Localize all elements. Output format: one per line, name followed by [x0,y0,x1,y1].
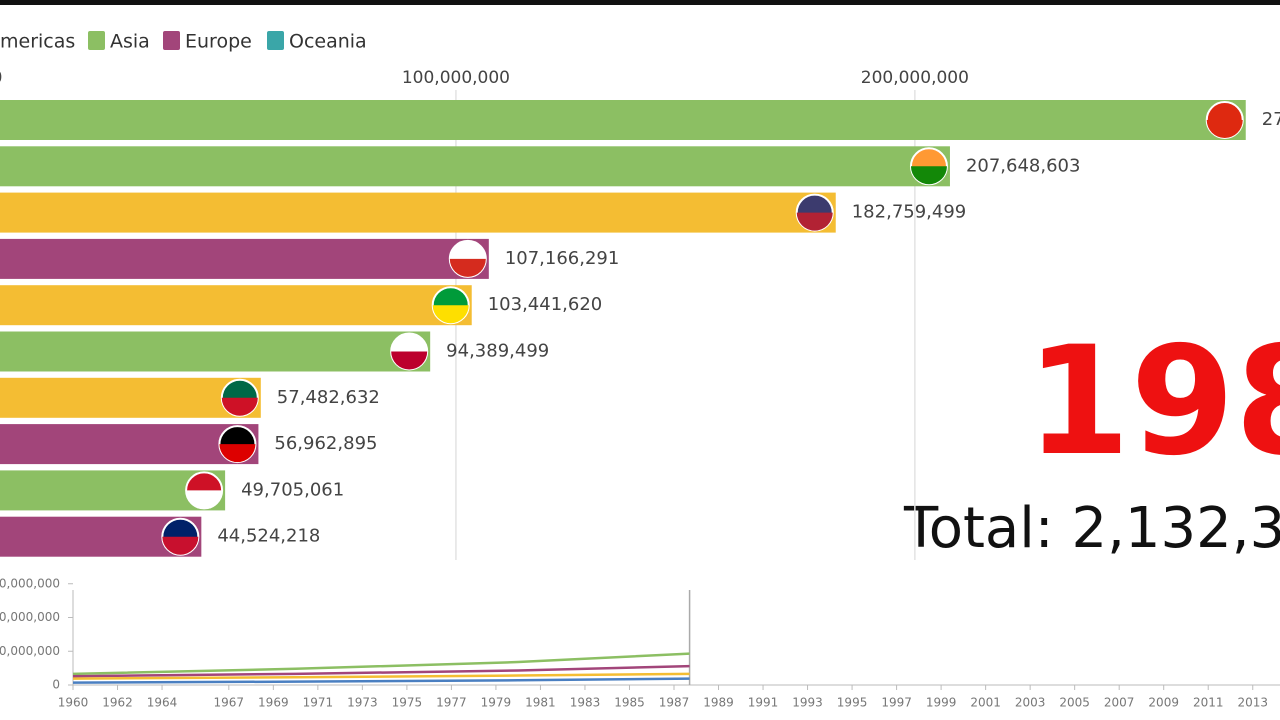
x-tick-label: 2007 [1104,696,1135,710]
series-line [72,672,690,680]
x-tick-label: 1983 [570,696,601,710]
x-tick-label: 1991 [748,696,779,710]
y-tick-label: 00,000,000 [0,576,60,590]
x-tick-label: 1981 [525,696,556,710]
x-tick-label: 1995 [837,696,868,710]
value-label: 207,648,603 [966,155,1081,176]
top-strip [0,0,1280,5]
x-tick-label: 1967 [214,696,245,710]
x-tick-label: 1962 [102,696,133,710]
x-tick-label: 1964 [147,696,178,710]
x-tick-label: 200,000,000 [861,68,969,88]
bar [0,331,431,372]
flag [796,212,833,231]
bar [0,238,489,279]
flag [219,444,256,463]
value-label: 27 [1262,109,1280,130]
x-tick-label: 1971 [303,696,334,710]
flag [221,397,258,416]
x-tick-label: 1979 [481,696,512,710]
series-line [72,677,690,684]
x-tick-label: 1977 [436,696,467,710]
y-tick-label: 0 [52,678,60,692]
x-tick-label: 2001 [970,696,1001,710]
bar [0,424,259,465]
x-tick-label: 100,000,000 [402,68,510,88]
bar [0,192,836,233]
year-label: 198 [1026,315,1280,489]
x-tick-label: 1973 [347,696,378,710]
value-label: 94,389,499 [446,341,549,362]
flag [432,305,469,324]
x-tick-label: 0 [0,68,2,88]
legend-swatch [88,31,105,50]
legend-label: Europe [185,31,252,53]
series-line [72,664,690,678]
x-tick-label: 2013 [1237,696,1268,710]
flag [162,536,199,555]
x-tick-label: 1989 [703,696,734,710]
x-tick-label: 1969 [258,696,289,710]
legend-swatch [267,31,284,50]
value-label: 49,705,061 [241,479,344,500]
series-line [72,652,690,676]
flag [391,351,428,370]
x-tick-label: 1960 [58,696,89,710]
value-label: 103,441,620 [488,294,603,315]
y-tick-label: 00,000,000 [0,644,60,658]
legend-label: Oceania [289,31,367,53]
x-tick-label: 1999 [926,696,957,710]
legend-label: Asia [110,31,150,53]
x-tick-label: 1997 [881,696,912,710]
total-label: Total: 2,132,33 [903,496,1280,561]
value-label: 44,524,218 [217,526,320,547]
x-tick-label: 1975 [392,696,423,710]
flag [449,258,486,277]
legend-label: mericas [0,31,75,53]
bar [0,146,950,187]
bar [0,100,1246,140]
x-tick-label: 2009 [1148,696,1179,710]
value-label: 107,166,291 [505,248,620,269]
value-label: 57,482,632 [277,387,380,408]
flag [186,490,223,509]
x-tick-label: 2003 [1015,696,1046,710]
flag [910,166,947,185]
y-tick-label: 00,000,000 [0,610,60,624]
x-tick-label: 1985 [614,696,645,710]
flag [1206,120,1243,138]
value-label: 182,759,499 [852,202,967,223]
bar [0,377,261,418]
bar [0,285,472,326]
legend-swatch [163,31,180,50]
x-tick-label: 2011 [1193,696,1224,710]
x-tick-label: 1993 [792,696,823,710]
x-tick-label: 1987 [659,696,690,710]
value-label: 56,962,895 [274,433,377,454]
x-tick-label: 2005 [1059,696,1090,710]
